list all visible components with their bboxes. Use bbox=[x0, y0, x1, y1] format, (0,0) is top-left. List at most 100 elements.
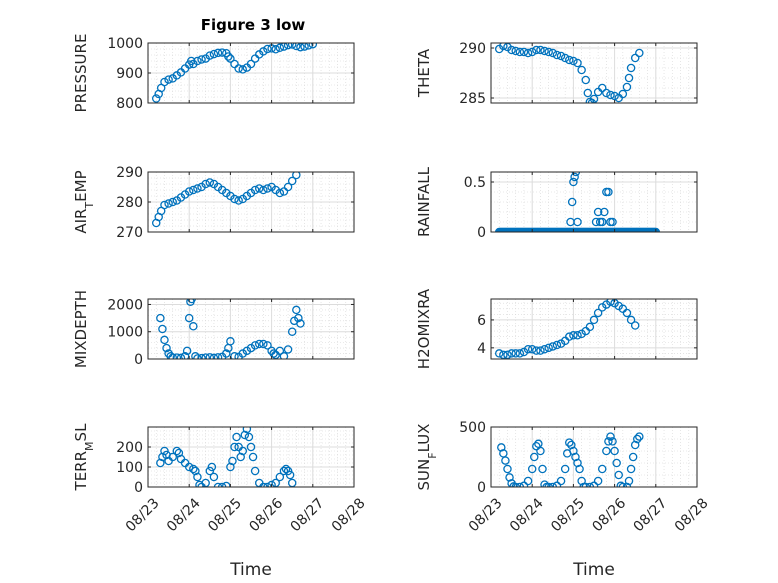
data-point bbox=[532, 45, 541, 55]
data-point bbox=[287, 176, 297, 186]
data-point bbox=[565, 332, 574, 341]
data-point bbox=[565, 55, 574, 65]
data-point bbox=[172, 353, 182, 359]
data-point bbox=[612, 458, 621, 468]
plot-area bbox=[148, 299, 354, 359]
data-point bbox=[507, 349, 516, 358]
data-point bbox=[230, 194, 239, 204]
data-point bbox=[259, 185, 268, 195]
data-point bbox=[300, 43, 309, 51]
x-tick-label: 08/26 bbox=[246, 495, 286, 535]
data-point bbox=[209, 472, 219, 482]
data-point bbox=[160, 446, 169, 456]
y-tick-label: 200 bbox=[116, 440, 143, 456]
data-point bbox=[193, 354, 202, 359]
data-point bbox=[156, 313, 165, 323]
data-point bbox=[608, 217, 617, 227]
data-series bbox=[494, 299, 640, 359]
plot-area bbox=[148, 427, 354, 487]
data-point bbox=[569, 56, 578, 66]
data-point bbox=[244, 432, 254, 442]
data-point bbox=[283, 345, 293, 354]
data-point bbox=[308, 43, 318, 49]
chart-panel-6: 4 6 H2OMIXRA bbox=[415, 288, 698, 369]
data-point bbox=[246, 442, 256, 452]
data-point bbox=[626, 464, 636, 474]
y-tick-label: 0 bbox=[134, 480, 143, 496]
data-point bbox=[263, 44, 272, 54]
data-series bbox=[494, 43, 644, 103]
data-point bbox=[283, 43, 293, 50]
data-point bbox=[536, 346, 545, 355]
data-point bbox=[234, 64, 243, 73]
data-point bbox=[222, 481, 231, 487]
x-tick-label: 08/24 bbox=[507, 495, 547, 535]
data-point bbox=[176, 353, 186, 359]
y-tick-label: 6 bbox=[477, 313, 486, 329]
data-point bbox=[292, 305, 301, 315]
data-point bbox=[503, 464, 512, 474]
y-tick-label: 1000 bbox=[107, 36, 143, 52]
data-series bbox=[156, 299, 305, 359]
y-tick-label: 900 bbox=[116, 66, 143, 82]
data-point bbox=[538, 464, 547, 474]
data-point bbox=[201, 179, 210, 189]
data-point bbox=[560, 464, 570, 474]
data-point bbox=[548, 48, 558, 58]
data-point bbox=[509, 482, 518, 487]
data-point bbox=[626, 315, 636, 325]
data-point bbox=[602, 446, 611, 456]
data-point bbox=[618, 89, 628, 99]
data-point bbox=[527, 344, 537, 354]
y-tick-label: 0 bbox=[477, 480, 486, 496]
y-tick-label: 280 bbox=[116, 195, 143, 211]
data-point bbox=[552, 340, 562, 350]
axes-box bbox=[490, 426, 698, 488]
data-series bbox=[151, 172, 301, 228]
y-tick-label: 4 bbox=[477, 341, 486, 357]
data-point bbox=[184, 313, 194, 323]
data-point bbox=[259, 47, 268, 56]
data-point bbox=[248, 452, 258, 462]
axes-box bbox=[490, 171, 698, 233]
data-point bbox=[164, 199, 173, 208]
data-point bbox=[585, 322, 595, 332]
data-point bbox=[569, 177, 578, 187]
data-point bbox=[570, 172, 579, 182]
data-point bbox=[593, 207, 603, 217]
data-point bbox=[575, 464, 584, 474]
data-point bbox=[160, 77, 169, 87]
data-point bbox=[519, 481, 529, 487]
data-point bbox=[567, 197, 577, 207]
data-point bbox=[573, 331, 582, 340]
data-point bbox=[628, 452, 638, 462]
data-point bbox=[511, 46, 520, 56]
data-point bbox=[254, 339, 264, 349]
data-point bbox=[283, 466, 293, 476]
data-point bbox=[168, 197, 177, 207]
data-point bbox=[232, 432, 241, 442]
data-point bbox=[519, 47, 529, 57]
data-point bbox=[593, 308, 603, 318]
data-point bbox=[193, 472, 202, 482]
data-point bbox=[552, 481, 562, 487]
data-point bbox=[532, 441, 541, 451]
chart-panel-1: 800 900 1000 PRESSURE bbox=[72, 34, 355, 112]
data-point bbox=[285, 470, 295, 480]
y-tick-label: 270 bbox=[116, 225, 143, 241]
plot-area bbox=[491, 427, 697, 487]
data-point bbox=[606, 432, 615, 441]
y-tick-label: 500 bbox=[459, 420, 486, 436]
x-tick-label: 08/28 bbox=[329, 495, 369, 535]
data-point bbox=[560, 53, 570, 63]
data-point bbox=[189, 322, 198, 331]
data-point bbox=[281, 464, 291, 474]
data-point bbox=[275, 472, 285, 482]
data-point bbox=[222, 349, 231, 358]
y-axis-label: SUNFLUX bbox=[415, 424, 439, 491]
y-axis-label: RAINFALL bbox=[415, 166, 433, 237]
data-point bbox=[205, 178, 215, 187]
data-point bbox=[515, 47, 525, 57]
data-point bbox=[540, 46, 549, 56]
